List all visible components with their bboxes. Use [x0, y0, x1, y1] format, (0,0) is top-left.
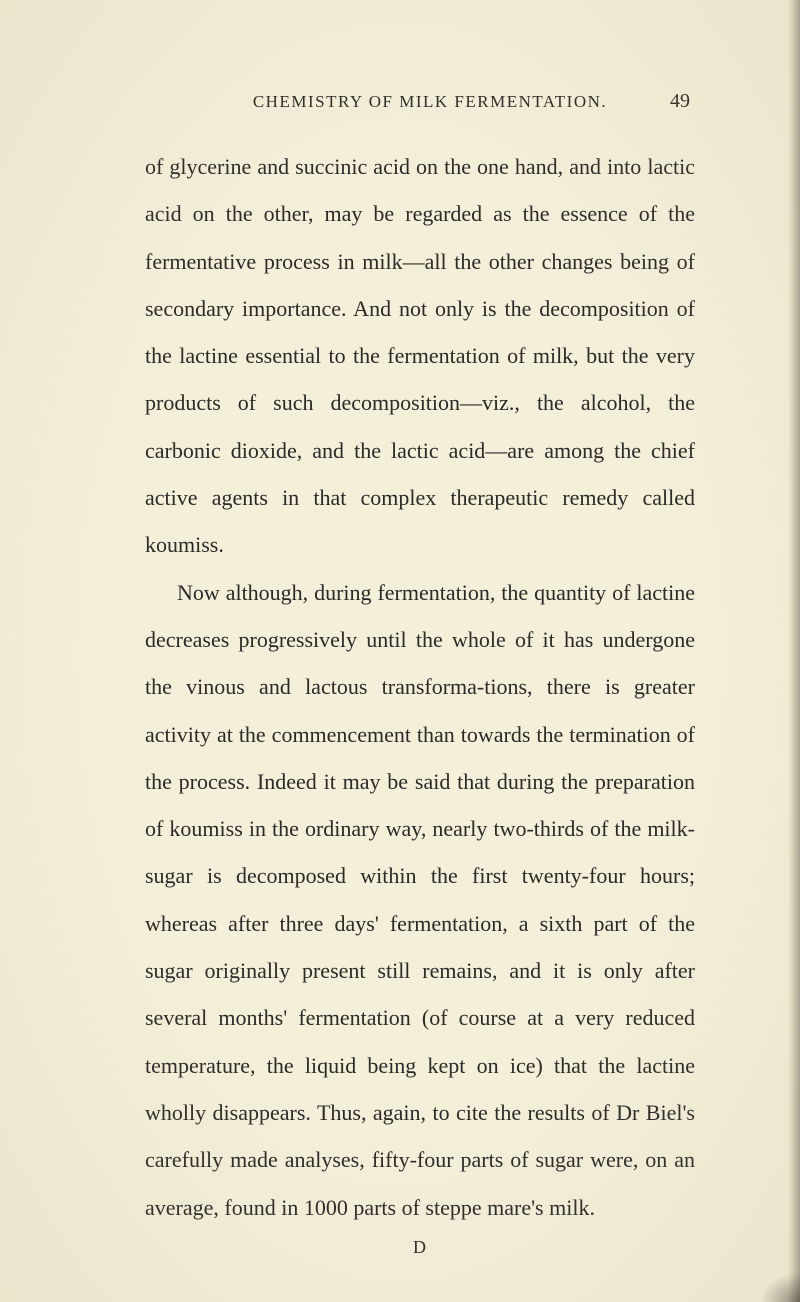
page-edge-right — [788, 0, 800, 1302]
document-page: CHEMISTRY OF MILK FERMENTATION. 49 of gl… — [0, 0, 800, 1302]
paragraph-1: of glycerine and succinic acid on the on… — [145, 143, 695, 569]
body-text: of glycerine and succinic acid on the on… — [145, 143, 695, 1231]
page-number: 49 — [670, 90, 690, 113]
header-title: CHEMISTRY OF MILK FERMENTATION. — [190, 92, 670, 112]
page-edge-corner — [760, 1272, 800, 1302]
signature-marker: D — [145, 1237, 695, 1258]
paragraph-2: Now although, during fermentation, the q… — [145, 569, 695, 1231]
page-header: CHEMISTRY OF MILK FERMENTATION. 49 — [145, 90, 695, 113]
